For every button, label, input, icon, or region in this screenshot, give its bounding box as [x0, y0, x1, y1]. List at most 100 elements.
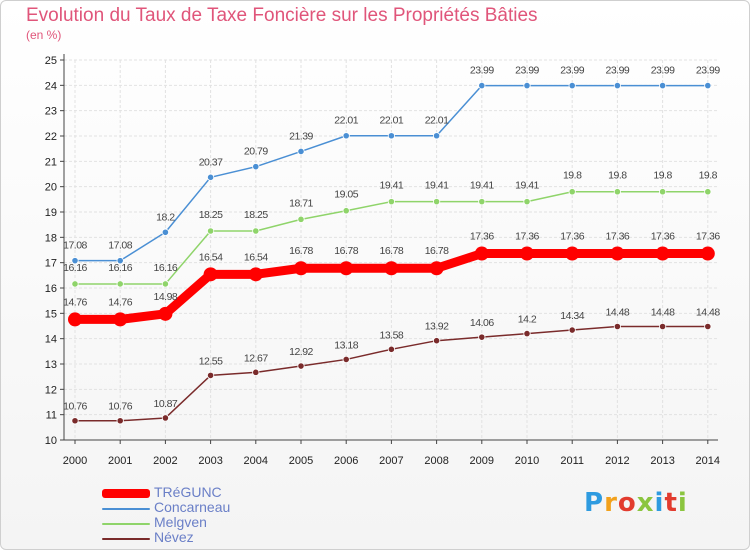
data-label-melgven: 19.41	[515, 180, 539, 192]
y-tick-label: 22	[45, 131, 57, 143]
y-tick-label: 25	[45, 55, 57, 67]
data-label-tr-gunc: 17.36	[606, 231, 630, 243]
x-tick-label: 2006	[334, 455, 358, 467]
data-label-melgven: 18.71	[289, 197, 313, 209]
data-label-n-vez: 14.34	[560, 310, 584, 322]
data-label-concarneau: 17.08	[108, 240, 132, 252]
point-tr-gunc	[68, 312, 82, 327]
logo-letter: i	[677, 488, 688, 518]
point-n-vez	[71, 417, 79, 425]
data-label-concarneau: 20.37	[199, 156, 223, 168]
point-concarneau	[704, 81, 712, 90]
data-label-n-vez: 14.2	[518, 314, 537, 326]
data-label-concarneau: 17.08	[63, 240, 87, 252]
y-tick-label: 19	[45, 207, 57, 219]
point-tr-gunc	[610, 246, 625, 261]
x-tick-label: 2013	[650, 455, 674, 467]
logo-letter: o	[617, 488, 637, 518]
data-labels: 17.08 17.08 18.2 20.37 20.79 21.39 22.01 22.01 2…	[63, 65, 721, 413]
data-label-tr-gunc: 17.36	[470, 231, 494, 243]
data-label-tr-gunc: 16.78	[425, 245, 449, 257]
point-concarneau	[342, 132, 350, 140]
y-tick-label: 11	[46, 410, 57, 422]
point-tr-gunc	[565, 246, 580, 261]
y-tick-label: 15	[45, 308, 57, 320]
point-n-vez	[342, 355, 350, 364]
point-concarneau	[478, 81, 486, 90]
data-label-melgven: 19.41	[380, 180, 404, 192]
data-label-n-vez: 10.87	[154, 398, 178, 410]
y-tick-label: 18	[45, 232, 57, 244]
point-n-vez	[116, 417, 124, 425]
y-tick-label: 13	[45, 359, 57, 371]
axes: 10 11 12 13 14 15 16 17 18 19 20 21 22 23 24 25 2000 2001…	[45, 54, 720, 467]
point-concarneau	[297, 147, 305, 156]
point-melgven	[568, 188, 576, 196]
data-label-n-vez: 10.76	[108, 401, 132, 413]
point-n-vez	[613, 322, 622, 331]
data-label-tr-gunc: 16.78	[380, 245, 404, 257]
point-melgven	[116, 280, 124, 288]
data-label-tr-gunc: 16.54	[244, 251, 268, 263]
legend-label: TRéGUNC	[154, 484, 222, 500]
y-tick-label: 20	[45, 182, 57, 194]
data-label-n-vez: 13.92	[425, 321, 449, 333]
legend-label: Melgven	[154, 514, 207, 530]
x-tick-label: 2001	[108, 455, 132, 467]
x-tick-label: 2008	[424, 455, 448, 467]
legend-label: Concarneau	[154, 499, 231, 515]
point-concarneau	[523, 81, 531, 90]
chart-title: Evolution du Taux de Taxe Foncière sur l…	[26, 5, 538, 26]
data-label-n-vez: 12.55	[199, 355, 223, 367]
y-tick-label: 14	[45, 334, 57, 346]
data-label-tr-gunc: 16.78	[334, 245, 358, 257]
x-tick-label: 2010	[515, 455, 539, 467]
logo-letter: t	[664, 488, 678, 518]
y-tick-label: 10	[45, 435, 57, 447]
point-n-vez	[523, 329, 531, 338]
x-tick-label: 2002	[153, 455, 177, 467]
point-melgven	[613, 188, 622, 196]
proxiti-logo: Proxiti	[584, 488, 688, 518]
point-concarneau	[387, 132, 395, 140]
point-concarneau	[161, 228, 169, 236]
point-tr-gunc	[520, 246, 534, 261]
point-n-vez	[297, 362, 305, 370]
data-label-concarneau: 23.99	[651, 65, 675, 77]
x-tick-label: 2003	[198, 455, 222, 467]
point-n-vez	[207, 371, 215, 379]
point-tr-gunc	[474, 246, 489, 261]
y-tick-label: 12	[45, 384, 57, 396]
legend-swatch	[102, 489, 150, 498]
legend-swatch	[102, 538, 150, 540]
y-tick-label: 21	[45, 156, 57, 168]
point-n-vez	[704, 322, 712, 331]
point-concarneau	[613, 81, 622, 90]
point-melgven	[161, 280, 169, 288]
data-label-tr-gunc: 16.54	[199, 251, 223, 263]
point-tr-gunc	[384, 261, 399, 276]
point-melgven	[658, 188, 667, 196]
point-melgven	[252, 227, 260, 235]
data-label-n-vez: 10.76	[63, 401, 87, 413]
data-label-n-vez: 14.48	[606, 307, 630, 319]
data-label-tr-gunc: 17.36	[651, 231, 675, 243]
logo-letter: P	[584, 488, 605, 518]
point-concarneau	[568, 81, 576, 90]
point-n-vez	[568, 326, 576, 334]
series-layer	[68, 81, 715, 425]
x-tick-label: 2000	[63, 455, 87, 467]
data-label-melgven: 16.16	[154, 262, 178, 274]
x-tick-label: 2011	[560, 455, 584, 467]
data-label-melgven: 19.8	[653, 170, 672, 182]
point-n-vez	[432, 337, 441, 345]
data-label-concarneau: 23.99	[470, 65, 494, 77]
logo-letter: r	[604, 488, 618, 518]
data-label-melgven: 19.8	[608, 170, 627, 182]
x-tick-label: 2014	[696, 455, 720, 467]
data-label-tr-gunc: 14.98	[154, 291, 178, 303]
point-tr-gunc	[429, 261, 444, 276]
point-tr-gunc	[158, 306, 173, 321]
point-melgven	[297, 215, 305, 223]
point-tr-gunc	[339, 261, 354, 276]
